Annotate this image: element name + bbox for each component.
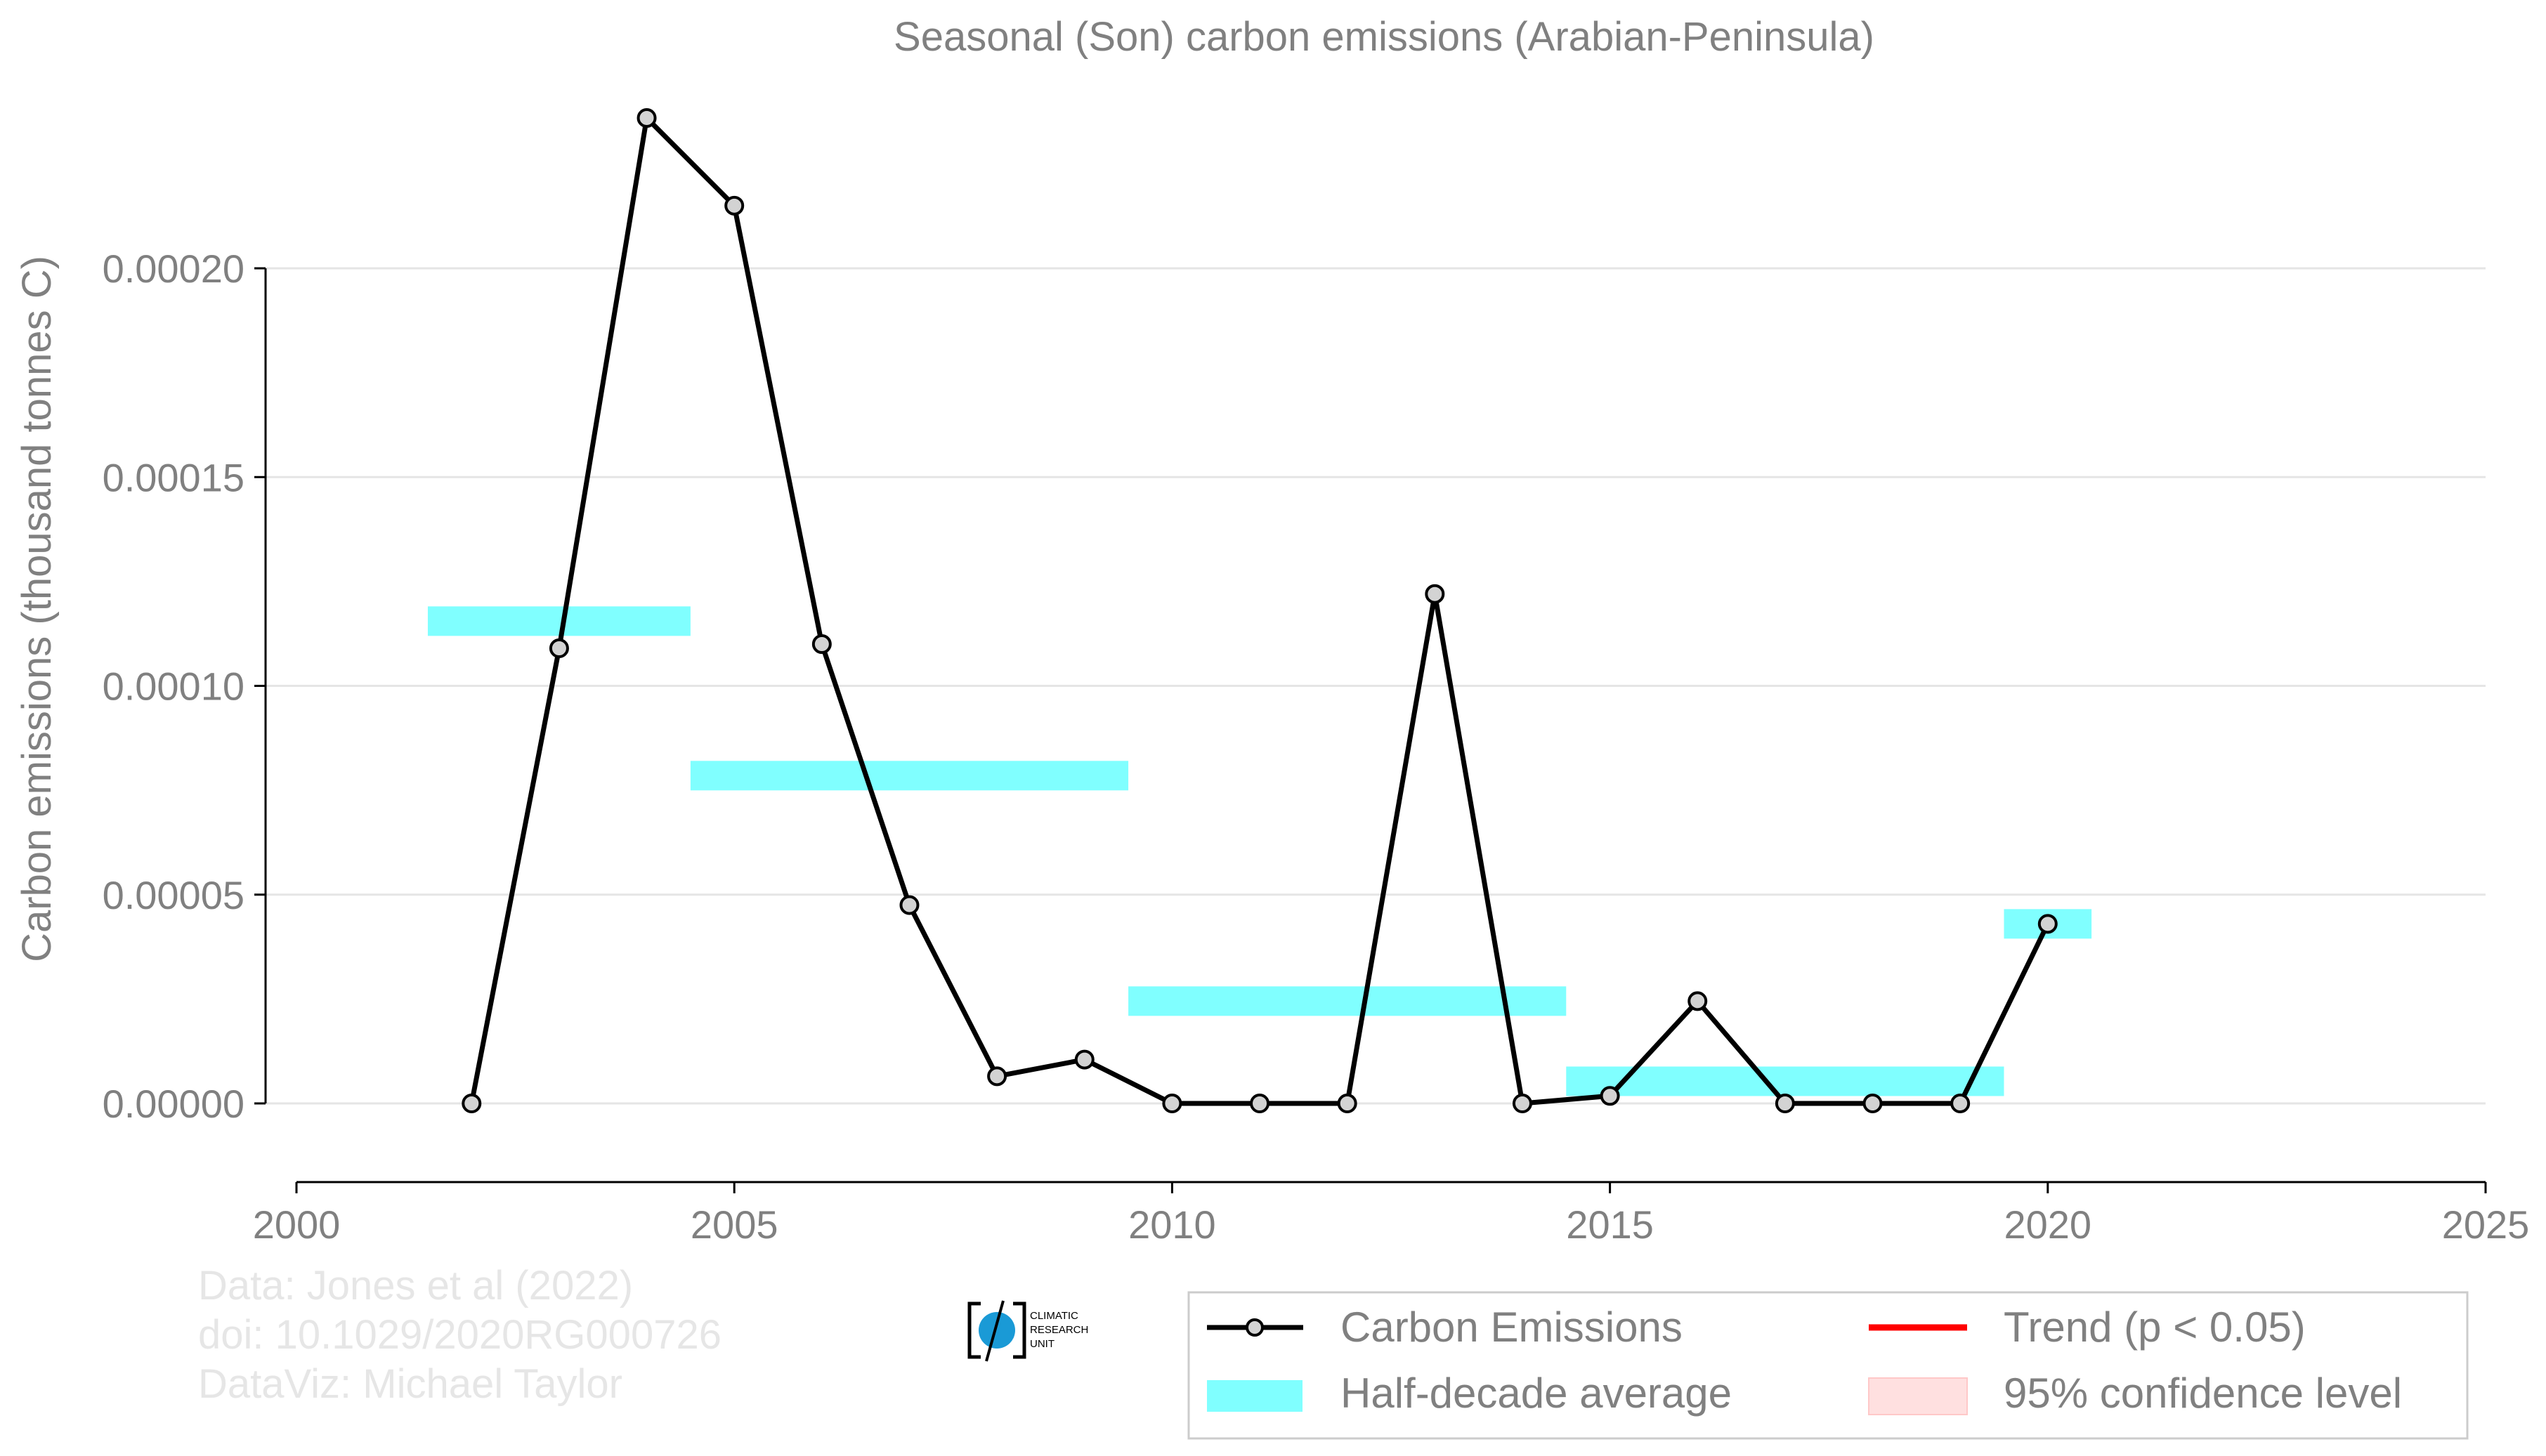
legend-frame	[1187, 1291, 2469, 1440]
legend-half-decade-patch	[1207, 1380, 1303, 1412]
half-decade-bar	[427, 606, 691, 636]
legend: Carbon Emissions Trend (p < 0.05) Half-d…	[1187, 1291, 2469, 1440]
x-tick-label: 2015	[1566, 1202, 1654, 1247]
cru-logo: CLIMATIC RESEARCH UNIT	[967, 1300, 1088, 1362]
data-point	[1950, 1094, 1971, 1113]
data-point	[2037, 914, 2058, 934]
data-point	[1162, 1094, 1182, 1113]
half-decade-bar	[1128, 986, 1567, 1016]
logo-text-2: RESEARCH	[1030, 1324, 1088, 1336]
grid	[266, 267, 2486, 1105]
credit-dataviz: DataViz: Michael Taylor	[198, 1361, 622, 1407]
data-point	[1074, 1049, 1095, 1070]
x-tick-label: 2025	[2442, 1202, 2530, 1247]
data-point	[1425, 584, 1445, 604]
series-line	[469, 115, 2050, 1106]
data-point	[1687, 991, 1708, 1011]
data-point	[549, 638, 569, 658]
legend-label-confidence: 95% confidence level	[2004, 1370, 2402, 1417]
data-point	[1337, 1094, 1357, 1113]
half-decade-bar	[690, 761, 1129, 791]
x-tick-label: 2005	[691, 1202, 778, 1247]
data-point	[724, 195, 745, 216]
data-point	[462, 1094, 482, 1113]
logo-text-1: CLIMATIC	[1030, 1310, 1078, 1322]
data-point	[1600, 1086, 1620, 1106]
legend-label-half-decade: Half-decade average	[1340, 1370, 1732, 1417]
data-point	[811, 634, 832, 655]
series-carbon-emissions	[462, 107, 2058, 1113]
x-tick-label: 2020	[2004, 1202, 2092, 1247]
half-decade-average-bars	[427, 606, 2092, 1096]
y-tick-label: 0.00005	[103, 873, 244, 917]
credits: Data: Jones et al (2022) doi: 10.1029/20…	[198, 1263, 722, 1407]
legend-label-trend: Trend (p < 0.05)	[2004, 1304, 2306, 1351]
legend-carbon-marker	[1246, 1318, 1264, 1337]
legend-label-carbon: Carbon Emissions	[1340, 1304, 1683, 1351]
y-tick-label: 0.00010	[103, 664, 244, 709]
data-point	[636, 107, 657, 128]
credit-doi: doi: 10.1029/2020RG000726	[198, 1312, 722, 1358]
data-point	[987, 1066, 1007, 1087]
logo-bracket-right	[1013, 1301, 1026, 1359]
y-tick-label: 0.00020	[103, 247, 244, 291]
y-tick-label: 0.00015	[103, 455, 244, 499]
data-point	[1512, 1094, 1532, 1113]
logo-bracket-left	[967, 1301, 981, 1359]
logo-slash	[985, 1300, 1005, 1362]
x-tick-label: 2000	[253, 1202, 341, 1247]
data-point	[1775, 1094, 1795, 1113]
chart-title: Seasonal (Son) carbon emissions (Arabian…	[894, 14, 1874, 60]
x-axis: 2000 2005 2010 2015 2020 2025	[253, 1181, 2530, 1247]
logo-text-3: UNIT	[1030, 1338, 1055, 1350]
y-axis: 0.00000 0.00005 0.00010 0.00015 0.00020	[103, 247, 267, 1126]
x-tick-label: 2010	[1128, 1202, 1216, 1247]
data-point	[899, 895, 920, 915]
legend-confidence-patch	[1868, 1377, 1968, 1415]
data-point	[1250, 1094, 1270, 1113]
y-axis-label: Carbon emissions (thousand tonnes C)	[14, 256, 60, 962]
credit-data: Data: Jones et al (2022)	[198, 1263, 633, 1309]
half-decade-bar	[1566, 1066, 2004, 1096]
data-point	[1862, 1094, 1883, 1113]
y-tick-label: 0.00000	[103, 1082, 244, 1126]
logo-globe-icon	[979, 1312, 1015, 1349]
